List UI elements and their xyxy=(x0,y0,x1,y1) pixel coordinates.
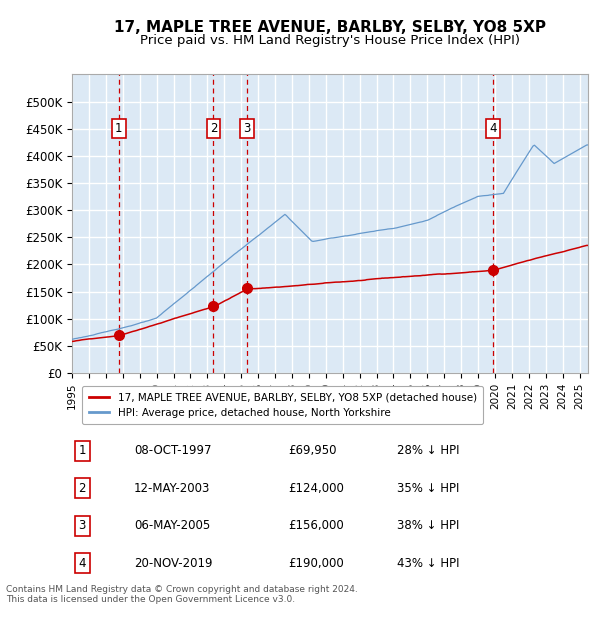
Text: 35% ↓ HPI: 35% ↓ HPI xyxy=(397,482,460,495)
Text: 06-MAY-2005: 06-MAY-2005 xyxy=(134,519,210,532)
Text: 3: 3 xyxy=(244,122,251,135)
Text: 3: 3 xyxy=(79,519,86,532)
Text: 20-NOV-2019: 20-NOV-2019 xyxy=(134,557,212,570)
Text: 17, MAPLE TREE AVENUE, BARLBY, SELBY, YO8 5XP: 17, MAPLE TREE AVENUE, BARLBY, SELBY, YO… xyxy=(114,20,546,35)
Text: 4: 4 xyxy=(490,122,497,135)
Text: Price paid vs. HM Land Registry's House Price Index (HPI): Price paid vs. HM Land Registry's House … xyxy=(140,34,520,46)
Text: 1: 1 xyxy=(115,122,122,135)
Legend: 17, MAPLE TREE AVENUE, BARLBY, SELBY, YO8 5XP (detached house), HPI: Average pri: 17, MAPLE TREE AVENUE, BARLBY, SELBY, YO… xyxy=(82,386,483,424)
Text: 38% ↓ HPI: 38% ↓ HPI xyxy=(397,519,460,532)
Text: £124,000: £124,000 xyxy=(289,482,344,495)
Text: 1: 1 xyxy=(79,444,86,457)
Text: 2: 2 xyxy=(209,122,217,135)
Text: 12-MAY-2003: 12-MAY-2003 xyxy=(134,482,210,495)
Text: 28% ↓ HPI: 28% ↓ HPI xyxy=(397,444,460,457)
Text: £156,000: £156,000 xyxy=(289,519,344,532)
Text: £190,000: £190,000 xyxy=(289,557,344,570)
Text: Contains HM Land Registry data © Crown copyright and database right 2024.
This d: Contains HM Land Registry data © Crown c… xyxy=(6,585,358,604)
Text: 4: 4 xyxy=(79,557,86,570)
Text: 2: 2 xyxy=(79,482,86,495)
Text: 08-OCT-1997: 08-OCT-1997 xyxy=(134,444,211,457)
Text: 43% ↓ HPI: 43% ↓ HPI xyxy=(397,557,460,570)
Text: £69,950: £69,950 xyxy=(289,444,337,457)
